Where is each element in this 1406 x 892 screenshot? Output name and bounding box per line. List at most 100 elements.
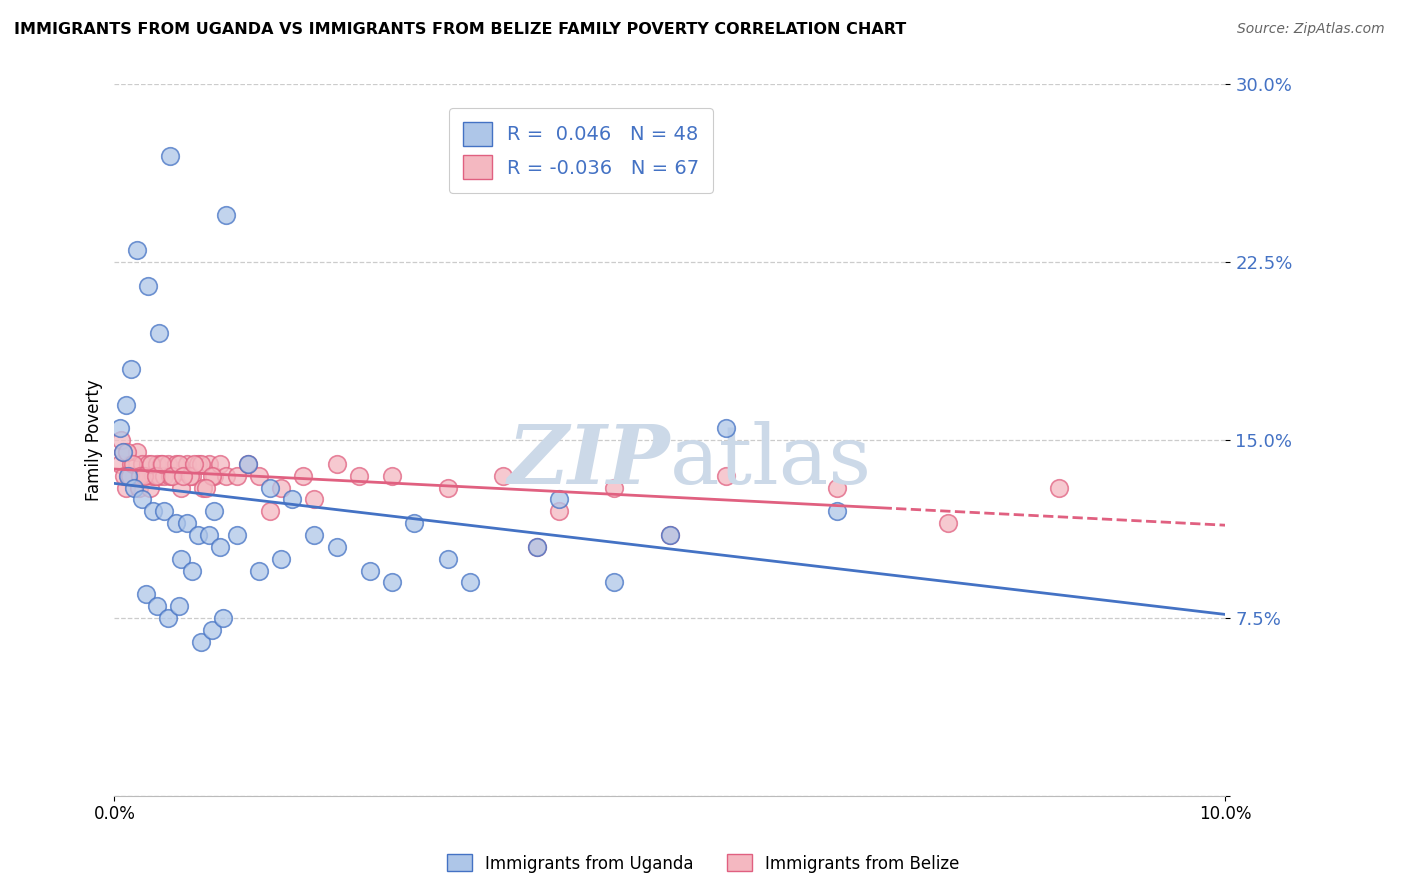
Point [214,468,236,483]
Point [208,457,231,471]
Point [117,468,139,483]
Point [526,540,548,554]
Point [292,468,315,483]
Point [148,326,170,341]
Point [172,468,194,483]
Point [112,445,135,459]
Point [159,468,181,483]
Point [142,504,165,518]
Legend: Immigrants from Uganda, Immigrants from Belize: Immigrants from Uganda, Immigrants from … [440,847,966,880]
Point [201,623,224,637]
Point [160,468,183,483]
Point [492,468,515,483]
Point [187,457,209,471]
Point [131,492,153,507]
Point [404,516,426,530]
Point [547,492,569,507]
Point [236,457,259,471]
Point [304,528,326,542]
Point [118,468,141,483]
Point [156,457,179,471]
Point [135,468,157,483]
Point [212,611,235,625]
Point [170,481,193,495]
Point [214,208,236,222]
Point [114,481,136,495]
Point [359,564,381,578]
Point [259,504,281,518]
Text: IMMIGRANTS FROM UGANDA VS IMMIGRANTS FROM BELIZE FAMILY POVERTY CORRELATION CHAR: IMMIGRANTS FROM UGANDA VS IMMIGRANTS FRO… [14,22,907,37]
Point [131,457,153,471]
Point [208,540,231,554]
Point [165,457,187,471]
Point [181,564,204,578]
Point [181,468,204,483]
Point [139,481,162,495]
Y-axis label: Family Poverty: Family Poverty [86,379,103,501]
Point [120,457,142,471]
Point [176,516,198,530]
Point [190,457,212,471]
Point [304,492,326,507]
Point [259,481,281,495]
Point [825,481,848,495]
Point [202,504,225,518]
Point [167,599,190,613]
Point [153,468,176,483]
Point [202,468,225,483]
Point [128,481,150,495]
Point [193,481,215,495]
Point [150,457,173,471]
Point [347,468,370,483]
Point [436,551,458,566]
Point [125,445,148,459]
Text: Source: ZipAtlas.com: Source: ZipAtlas.com [1237,22,1385,37]
Point [117,468,139,483]
Point [825,504,848,518]
Point [136,457,159,471]
Legend: R =  0.046   N = 48, R = -0.036   N = 67: R = 0.046 N = 48, R = -0.036 N = 67 [449,109,713,193]
Point [134,468,156,483]
Point [170,551,193,566]
Point [120,362,142,376]
Point [381,575,404,590]
Point [187,528,209,542]
Point [603,575,626,590]
Point [247,564,270,578]
Point [270,551,292,566]
Point [198,528,221,542]
Point [458,575,481,590]
Point [108,421,131,435]
Point [108,457,131,471]
Point [125,244,148,258]
Point [159,148,181,162]
Point [176,457,198,471]
Point [115,445,138,459]
Point [179,468,201,483]
Point [136,279,159,293]
Point [194,481,217,495]
Point [165,516,187,530]
Point [110,433,132,447]
Point [325,540,347,554]
Point [236,457,259,471]
Point [436,481,458,495]
Point [156,611,179,625]
Point [145,457,167,471]
Point [114,398,136,412]
Point [714,421,737,435]
Point [526,540,548,554]
Point [201,468,224,483]
Point [714,468,737,483]
Point [225,468,247,483]
Text: ZIP: ZIP [508,421,669,501]
Point [145,468,167,483]
Point [936,516,959,530]
Point [603,481,626,495]
Point [247,468,270,483]
Point [139,457,162,471]
Point [124,481,146,495]
Point [658,528,681,542]
Point [150,457,173,471]
Point [112,468,135,483]
